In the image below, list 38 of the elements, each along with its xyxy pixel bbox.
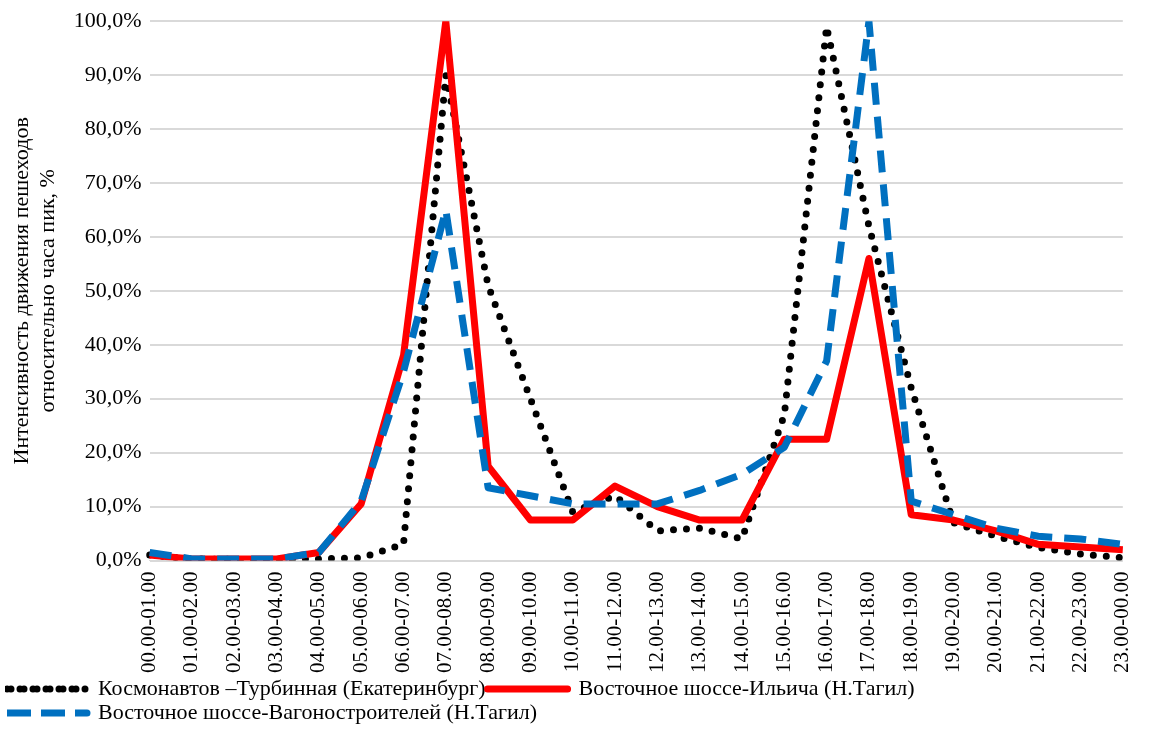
y-tick-label: 70,0% [84,168,142,194]
y-tick-label: 50,0% [84,276,142,302]
x-tick-label: 15.00-16.00 [770,571,795,674]
y-axis-title: Интенсивность движения пешеходов относительно часа пик, % [7,117,60,465]
x-tick-label: 07.00-08.00 [432,571,457,674]
x-tick-label: 12.00-13.00 [643,571,668,674]
x-tick-label: 00.00-01.00 [136,571,161,674]
x-tick-label: 13.00-14.00 [686,571,711,674]
y-tick-label: 100,0% [73,6,142,32]
x-tick-label: 04.00-05.00 [305,571,330,674]
x-tick-label: 17.00-18.00 [855,571,880,674]
x-tick-label: 22.00-23.00 [1067,571,1091,674]
x-tick-label: 20.00-21.00 [982,571,1007,674]
x-tick-label: 23.00-00.00 [1109,571,1134,674]
x-tick-label: 03.00-04.00 [263,571,288,674]
legend-label: Восточное шоссе-Ильича (Н.Тагил) [578,674,915,700]
x-tick-label: 08.00-09.00 [474,571,499,674]
y-tick-label: 0,0% [95,546,142,572]
y-tick-label: 90,0% [84,60,142,86]
x-tick-label: 16.00-17.00 [813,571,838,674]
y-tick-label: 30,0% [84,384,142,410]
x-tick-label: 06.00-07.00 [390,571,415,674]
x-tick-label: 02.00-03.00 [220,571,245,674]
x-tick-label: 18.00-19.00 [897,571,922,674]
x-tick-label: 14.00-15.00 [728,571,753,674]
y-tick-label: 20,0% [84,438,142,464]
x-tick-label: 05.00-06.00 [347,571,372,674]
y-tick-label: 80,0% [84,114,142,140]
y-tick-label: 40,0% [84,330,142,356]
legend-label: Космонавтов –Турбинная (Екатеринбург) [98,674,486,700]
x-tick-label: 21.00-22.00 [1024,571,1049,674]
x-tick-label: 10.00-11.00 [559,571,584,673]
x-tick-label: 19.00-20.00 [940,571,965,674]
y-tick-label: 60,0% [84,222,142,248]
x-tick-label: 01.00-02.00 [178,571,203,674]
x-tick-label: 11.00-12.00 [601,571,626,673]
y-tick-label: 10,0% [84,492,142,518]
x-tick-label: 09.00-10.00 [516,571,541,674]
